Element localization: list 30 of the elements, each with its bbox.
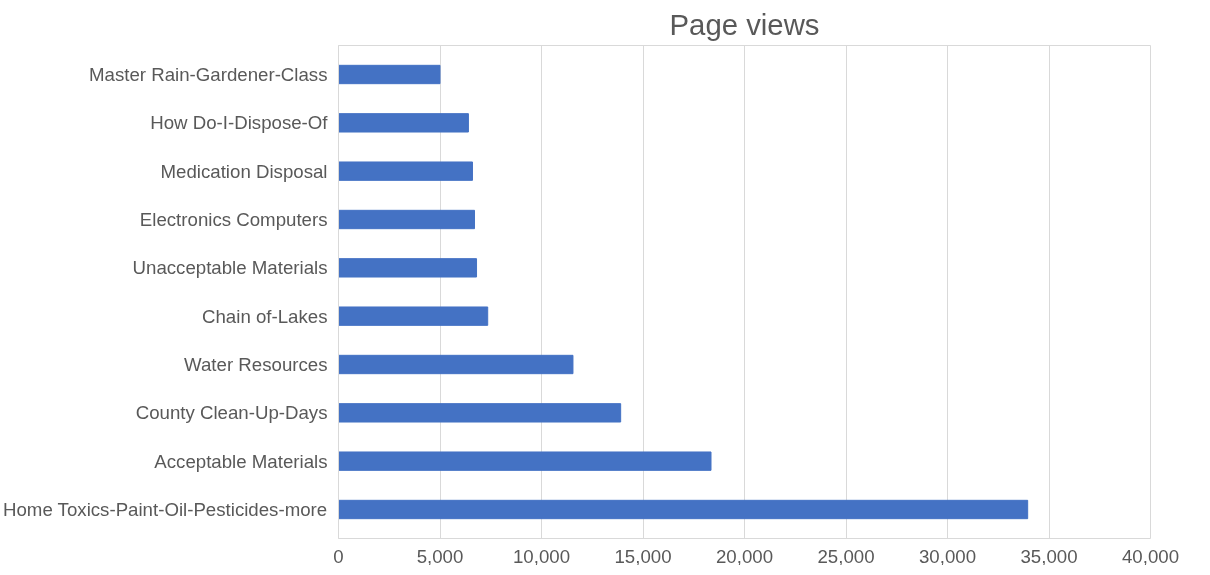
- y-tick-label: How Do-I-Dispose-Of: [150, 112, 329, 134]
- x-tick-label: 35,000: [1020, 545, 1078, 567]
- x-tick-label: 40,000: [1121, 545, 1180, 567]
- y-tick-label: Medication Disposal: [160, 160, 328, 182]
- bar: [338, 161, 473, 181]
- y-tick-label: Home Toxics-Paint-Oil-Pesticides-more: [3, 499, 328, 520]
- bar: [338, 403, 622, 423]
- bar: [338, 113, 469, 133]
- bar: [338, 209, 476, 230]
- x-tick-label: 30,000: [918, 545, 977, 567]
- x-tick-label: 15,000: [614, 545, 672, 567]
- y-tick-label: Electronics Computers: [139, 209, 328, 230]
- bar: [338, 354, 574, 375]
- x-tick-label: 0: [333, 545, 344, 567]
- y-tick-label: County Clean-Up-Days: [135, 402, 328, 424]
- x-tick-label: 5,000: [416, 545, 464, 567]
- y-tick-label: Acceptable Materials: [154, 450, 328, 472]
- x-tick-label: 20,000: [715, 545, 774, 567]
- y-tick-label: Master Rain-Gardener-Class: [89, 64, 328, 85]
- bar: [338, 306, 489, 326]
- x-tick-label: 25,000: [817, 545, 875, 567]
- chart-title: Page views: [669, 7, 820, 41]
- bar: [338, 64, 441, 85]
- x-tick-label: 10,000: [512, 545, 571, 567]
- bar: [338, 499, 1029, 520]
- y-tick-label: Unacceptable Materials: [132, 257, 328, 279]
- bar: [338, 451, 712, 471]
- y-tick-label: Water Resources: [184, 354, 328, 375]
- y-tick-label: Chain of-Lakes: [202, 305, 328, 327]
- bar: [338, 258, 478, 278]
